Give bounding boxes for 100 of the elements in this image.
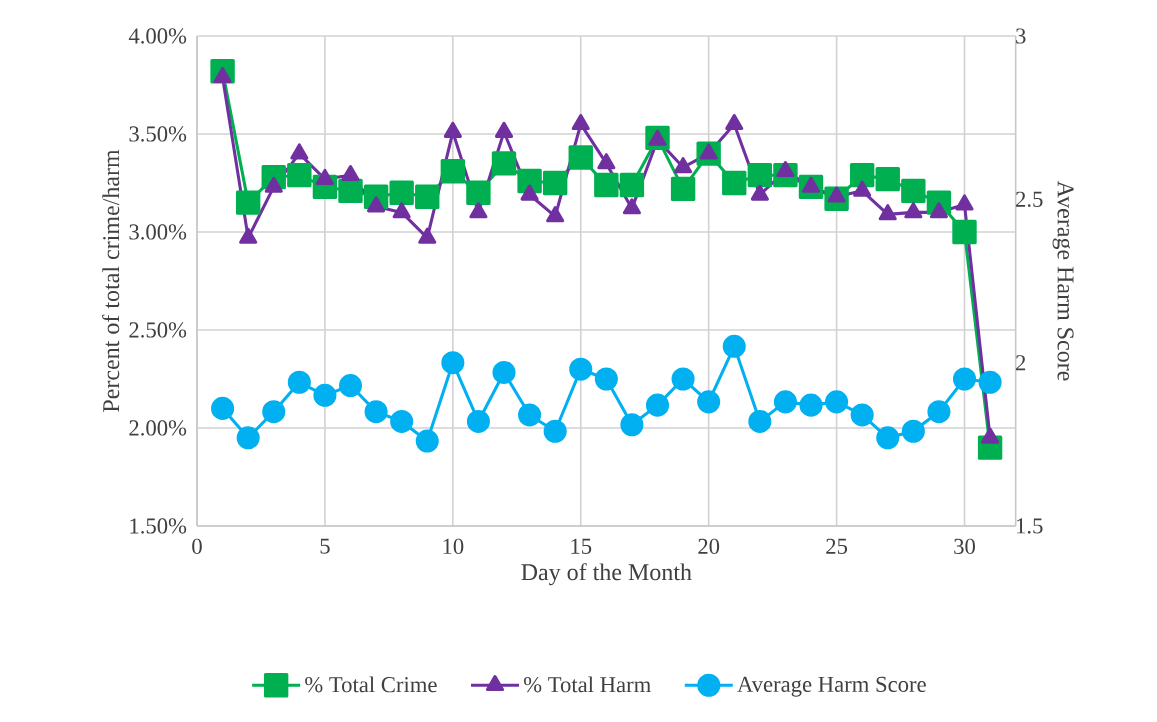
point xyxy=(952,219,977,245)
point xyxy=(725,114,744,131)
point xyxy=(415,184,440,209)
point xyxy=(469,202,488,219)
point xyxy=(287,370,311,394)
point xyxy=(597,153,616,170)
point xyxy=(776,161,795,178)
point xyxy=(904,202,923,219)
point xyxy=(849,162,875,188)
point xyxy=(799,393,823,417)
point xyxy=(747,162,773,188)
point xyxy=(722,334,746,358)
point xyxy=(441,351,465,375)
x-tick-label: 20 xyxy=(698,538,720,555)
point xyxy=(978,370,1002,394)
point xyxy=(645,393,670,417)
point xyxy=(699,143,718,160)
x-tick-label: 15 xyxy=(571,538,592,554)
point xyxy=(901,419,925,443)
point xyxy=(542,170,568,196)
point xyxy=(262,400,286,424)
y-tick-label: 2.00% xyxy=(129,420,187,436)
point xyxy=(338,178,363,204)
point xyxy=(239,227,258,244)
point xyxy=(827,186,846,203)
point xyxy=(927,400,951,424)
point xyxy=(491,151,517,176)
point xyxy=(443,121,462,138)
point xyxy=(546,206,565,223)
x-tick-label: 30 xyxy=(954,538,975,555)
point xyxy=(825,390,849,414)
point xyxy=(568,145,593,170)
point xyxy=(722,170,747,196)
x-tick-label: 10 xyxy=(443,538,464,555)
point xyxy=(594,172,619,198)
point xyxy=(518,403,542,427)
point xyxy=(952,367,977,391)
point xyxy=(697,390,721,414)
y-tick-label: 3.00% xyxy=(129,224,187,240)
point xyxy=(674,157,693,174)
point xyxy=(543,419,567,443)
point xyxy=(264,176,283,193)
point xyxy=(392,202,411,219)
point xyxy=(466,180,491,206)
point xyxy=(494,121,514,138)
point xyxy=(315,168,334,185)
point xyxy=(853,180,872,197)
point xyxy=(619,172,645,198)
y-tick-label: 3.50% xyxy=(129,126,187,142)
point xyxy=(901,178,926,204)
point xyxy=(466,409,490,434)
x-tick-label: 0 xyxy=(192,538,202,555)
x-tick-label: 25 xyxy=(826,538,848,554)
point xyxy=(876,426,900,450)
point xyxy=(211,396,235,420)
y2-tick-label: 2.5 xyxy=(1016,191,1043,207)
point xyxy=(338,373,363,398)
x-tick-label: 5 xyxy=(320,538,330,554)
legend-label: % Total Crime xyxy=(305,676,437,693)
point xyxy=(622,198,641,215)
y-tick-label: 4.00% xyxy=(128,28,187,44)
point xyxy=(390,409,414,434)
point xyxy=(671,367,695,391)
point xyxy=(571,114,590,131)
point xyxy=(773,390,797,414)
point xyxy=(648,129,667,146)
point xyxy=(620,413,644,437)
point xyxy=(440,159,466,184)
point xyxy=(389,180,414,206)
y2-tick-label: 2 xyxy=(1016,355,1026,371)
y2-axis-title: Average Harm Score xyxy=(1052,180,1074,381)
point xyxy=(235,190,261,215)
point xyxy=(213,66,232,84)
legend-label: % Total Harm xyxy=(523,676,651,693)
y2-tick-label: 1.5 xyxy=(1017,518,1043,534)
point xyxy=(341,164,360,182)
legend-label: Average Harm Score xyxy=(737,676,926,697)
point xyxy=(955,194,974,211)
y2-tick-label: 3 xyxy=(1016,28,1026,44)
point xyxy=(878,204,897,221)
point xyxy=(569,357,593,381)
point xyxy=(492,360,516,385)
point xyxy=(750,184,769,201)
point xyxy=(875,166,900,192)
point xyxy=(313,383,337,407)
point xyxy=(418,227,437,244)
point xyxy=(670,176,696,202)
point xyxy=(929,202,948,219)
x-axis-title: Day of the Month xyxy=(521,563,692,586)
point xyxy=(364,400,388,424)
point xyxy=(801,176,821,193)
y-tick-label: 1.50% xyxy=(130,518,187,534)
point xyxy=(594,367,618,391)
point xyxy=(367,196,386,213)
point xyxy=(520,184,539,201)
point xyxy=(236,426,260,450)
point xyxy=(290,143,309,160)
point xyxy=(748,409,772,434)
point xyxy=(850,403,874,427)
point xyxy=(287,162,312,188)
